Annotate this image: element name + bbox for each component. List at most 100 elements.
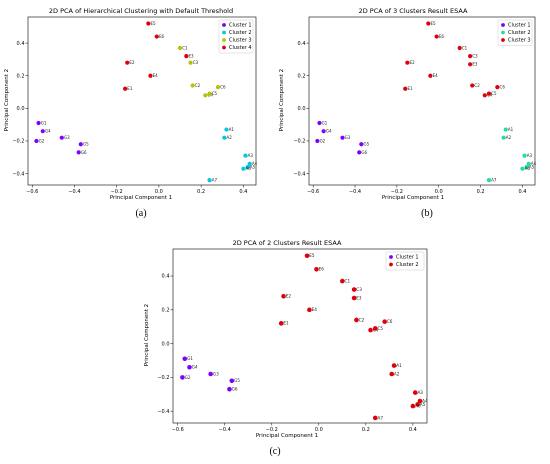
data-point xyxy=(243,153,248,158)
data-point xyxy=(470,83,475,88)
data-point xyxy=(224,127,229,132)
data-point xyxy=(148,73,153,78)
data-point xyxy=(351,295,357,301)
point-label: E3 xyxy=(356,295,362,300)
legend xyxy=(385,251,425,271)
point-label: G1 xyxy=(187,356,193,361)
point-label: E5 xyxy=(151,21,157,26)
x-tick-label: 0.0 xyxy=(435,189,443,195)
point-label: A7 xyxy=(212,178,218,183)
legend-marker xyxy=(501,38,505,42)
legend-entry: Cluster 2 xyxy=(229,30,252,36)
point-label: A4 xyxy=(531,161,537,166)
data-point xyxy=(203,93,208,98)
data-point xyxy=(188,60,193,65)
y-tick-label: 0.0 xyxy=(298,106,306,112)
data-point xyxy=(468,54,473,59)
data-point xyxy=(372,326,378,331)
legend-entry: Cluster 2 xyxy=(508,30,531,36)
data-point xyxy=(405,60,410,65)
point-label: E2 xyxy=(410,60,416,65)
legend-marker xyxy=(222,38,226,42)
point-label: C5 xyxy=(212,91,218,96)
point-label: A3 xyxy=(527,153,533,158)
data-point xyxy=(372,415,378,421)
data-point xyxy=(215,85,221,90)
data-point xyxy=(123,86,128,91)
x-tick-label: 0.4 xyxy=(239,189,247,195)
point-label: E5 xyxy=(430,21,436,26)
plot-frame xyxy=(308,16,536,186)
legend xyxy=(497,19,533,46)
data-point xyxy=(526,161,531,166)
y-axis-label: Principal Component 2 xyxy=(279,69,285,131)
legend-marker xyxy=(222,23,226,27)
x-tick-label: −0.2 xyxy=(391,189,403,195)
point-label: A5 xyxy=(529,164,535,169)
data-point xyxy=(304,253,310,259)
point-label: A4 xyxy=(422,398,428,403)
point-label: A4 xyxy=(252,161,258,166)
point-label: G6 xyxy=(361,150,367,155)
point-label: E4 xyxy=(312,307,318,312)
data-point xyxy=(315,138,320,144)
x-tick-label: 0.0 xyxy=(315,427,323,433)
data-point xyxy=(182,356,188,362)
data-point xyxy=(501,135,506,140)
legend-entry: Cluster 2 xyxy=(396,262,419,268)
point-label: C1 xyxy=(182,45,188,50)
data-point xyxy=(457,45,462,51)
data-point xyxy=(391,363,397,368)
point-label: E2 xyxy=(129,60,135,65)
data-point xyxy=(382,319,387,324)
data-point xyxy=(59,135,64,140)
data-point xyxy=(359,142,364,147)
point-label: A1 xyxy=(396,363,402,368)
point-label: C2 xyxy=(474,83,480,88)
data-point xyxy=(403,86,408,91)
point-label: A7 xyxy=(491,178,497,183)
point-label: G2 xyxy=(320,138,326,143)
point-label: C5 xyxy=(491,91,497,96)
y-tick-label: −0.4 xyxy=(12,171,24,177)
point-label: G1 xyxy=(41,120,47,125)
pca-chart-b: 2D PCA of 3 Clusters Result ESAA Princip… xyxy=(279,7,537,201)
point-label: E4 xyxy=(153,73,159,78)
point-label: A6 xyxy=(525,166,531,171)
data-point xyxy=(495,85,500,90)
pca-chart-a: 2D PCA of Hierarchical Clustering with D… xyxy=(4,7,258,201)
caption-a: (a) xyxy=(135,208,147,219)
data-point xyxy=(190,83,195,88)
point-label: G2 xyxy=(39,138,45,143)
data-point xyxy=(317,120,322,126)
data-point xyxy=(486,91,492,96)
chart-title: 2D PCA of Hierarchical Clustering with D… xyxy=(49,7,233,15)
legend-marker xyxy=(222,30,226,35)
data-point xyxy=(36,120,41,126)
point-label: E1 xyxy=(407,86,413,91)
point-label: A2 xyxy=(227,135,233,140)
data-point xyxy=(389,371,395,377)
data-point xyxy=(154,34,159,39)
point-label: G5 xyxy=(83,142,89,147)
point-label: E6 xyxy=(319,267,325,272)
x-tick-label: −0.6 xyxy=(26,189,38,195)
legend-marker xyxy=(501,30,505,35)
x-tick-label: 0.2 xyxy=(362,427,370,433)
y-tick-label: 0.4 xyxy=(298,41,306,47)
point-label: G6 xyxy=(232,387,238,392)
legend-marker xyxy=(389,255,393,259)
data-point xyxy=(321,129,326,134)
plot-frame xyxy=(27,16,257,186)
legend-entry: Cluster 4 xyxy=(229,45,252,51)
point-label: A2 xyxy=(394,371,400,376)
y-axis-label: Principal Component 2 xyxy=(144,304,150,366)
data-point xyxy=(357,150,362,155)
point-label: G4 xyxy=(326,129,332,134)
point-label: G4 xyxy=(45,129,51,134)
point-label: E1 xyxy=(127,86,133,91)
data-point xyxy=(482,93,487,98)
data-point xyxy=(428,73,433,78)
y-tick-label: 0.0 xyxy=(162,341,170,347)
x-tick-label: −0.2 xyxy=(111,189,123,195)
